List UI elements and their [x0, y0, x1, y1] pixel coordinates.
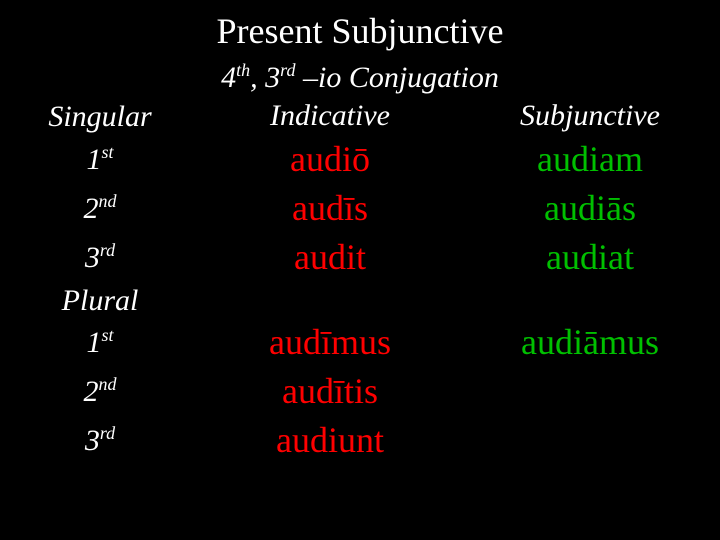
indicative-1pl: audīmus: [200, 318, 460, 367]
column-header-indicative: Indicative: [200, 99, 460, 133]
person-num: 2: [84, 375, 99, 408]
indicative-1sg: audiō: [200, 135, 460, 184]
person-sup: st: [101, 325, 113, 345]
subtitle-part-1: 4: [221, 61, 236, 94]
person-label-3sg: 3rd: [0, 240, 200, 275]
number-label-plural: Plural: [0, 284, 200, 317]
person-num: 1: [86, 143, 101, 176]
person-sup: rd: [100, 240, 115, 260]
person-num: 3: [85, 241, 100, 274]
subjunctive-3sg: audiat: [460, 233, 720, 282]
person-sup: nd: [99, 191, 117, 211]
table-row: 1st audīmus audiāmus: [0, 318, 720, 367]
number-label-singular: Singular: [0, 100, 200, 133]
table-header-row: Singular Indicative Subjunctive: [0, 97, 720, 135]
table-row: 2nd audītis: [0, 367, 720, 416]
person-label-3pl: 3rd: [0, 423, 200, 458]
subjunctive-1pl: audiāmus: [460, 318, 720, 367]
table-row: Plural: [0, 282, 720, 318]
conjugation-table: Singular Indicative Subjunctive 1st audi…: [0, 97, 720, 465]
subtitle-part-2: , 3: [250, 61, 280, 94]
person-label-2pl: 2nd: [0, 374, 200, 409]
column-header-subjunctive: Subjunctive: [460, 99, 720, 133]
slide: Present Subjunctive 4th, 3rd –io Conjuga…: [0, 0, 720, 540]
subtitle-sup-1: th: [236, 60, 250, 80]
subtitle-part-3: –io Conjugation: [296, 61, 499, 94]
person-num: 2: [84, 192, 99, 225]
subjunctive-2sg: audiās: [460, 184, 720, 233]
person-sup: nd: [99, 374, 117, 394]
indicative-3sg: audit: [200, 233, 460, 282]
person-label-1sg: 1st: [0, 142, 200, 177]
table-row: 3rd audiunt: [0, 416, 720, 465]
table-row: 1st audiō audiam: [0, 135, 720, 184]
person-sup: st: [101, 142, 113, 162]
person-label-1pl: 1st: [0, 325, 200, 360]
subjunctive-1sg: audiam: [460, 135, 720, 184]
subtitle-sup-2: rd: [280, 60, 295, 80]
table-row: 3rd audit audiat: [0, 233, 720, 282]
person-num: 3: [85, 424, 100, 457]
slide-subtitle: 4th, 3rd –io Conjugation: [0, 60, 720, 95]
person-sup: rd: [100, 423, 115, 443]
table-row: 2nd audīs audiās: [0, 184, 720, 233]
indicative-3pl: audiunt: [200, 416, 460, 465]
slide-title: Present Subjunctive: [0, 0, 720, 52]
person-label-2sg: 2nd: [0, 191, 200, 226]
indicative-2sg: audīs: [200, 184, 460, 233]
indicative-2pl: audītis: [200, 367, 460, 416]
person-num: 1: [86, 326, 101, 359]
